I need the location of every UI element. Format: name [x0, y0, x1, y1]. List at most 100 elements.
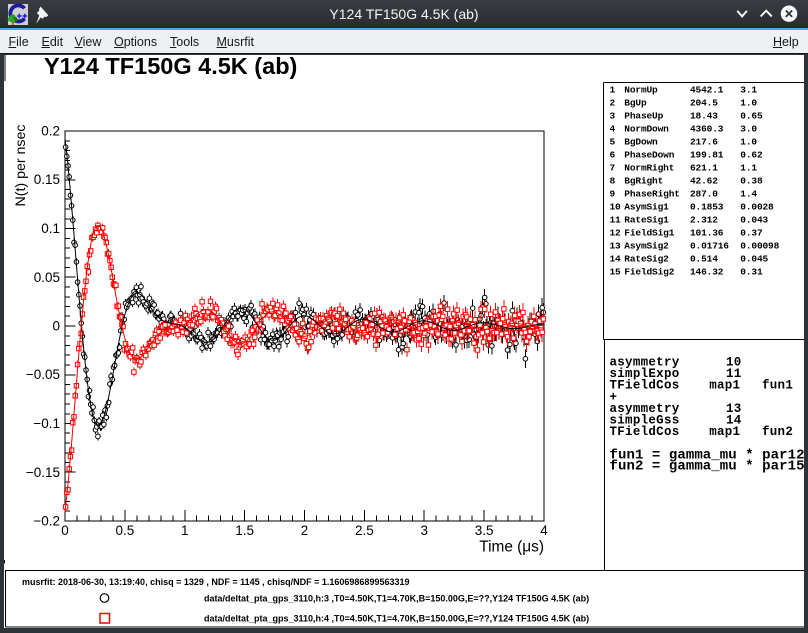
svg-text:fun1 = gamma_mu * par12: fun1 = gamma_mu * par12 — [610, 447, 805, 463]
svg-text:FieldSig1: FieldSig1 — [624, 228, 674, 239]
svg-text:2.312: 2.312 — [690, 215, 718, 226]
svg-text:asymmetry: asymmetry — [610, 402, 680, 416]
svg-text:0: 0 — [61, 523, 69, 538]
svg-text:217.6: 217.6 — [690, 137, 718, 148]
svg-text:1.0: 1.0 — [740, 137, 757, 148]
svg-text:RateSig1: RateSig1 — [624, 215, 669, 226]
svg-text:0.0028: 0.0028 — [740, 202, 774, 213]
svg-text:0.5: 0.5 — [116, 523, 135, 538]
svg-text:7: 7 — [610, 163, 616, 174]
svg-text:0.15: 0.15 — [34, 172, 60, 187]
svg-text:287.0: 287.0 — [690, 189, 718, 200]
svg-text:11: 11 — [610, 215, 622, 226]
svg-text:3.5: 3.5 — [475, 523, 494, 538]
svg-text:PhaseRight: PhaseRight — [624, 189, 680, 200]
svg-text:101.36: 101.36 — [690, 228, 724, 239]
svg-text:PhaseDown: PhaseDown — [624, 150, 674, 161]
svg-text:1: 1 — [181, 523, 189, 538]
svg-text:0.045: 0.045 — [740, 254, 768, 265]
svg-text:simpleGss: simpleGss — [610, 414, 680, 428]
svg-text:−0.15: −0.15 — [26, 465, 60, 480]
svg-text:1.4: 1.4 — [740, 189, 757, 200]
svg-text:1.0: 1.0 — [740, 98, 757, 109]
svg-text:0.514: 0.514 — [690, 254, 718, 265]
svg-text:0.1853: 0.1853 — [690, 202, 724, 213]
svg-text:PhaseUp: PhaseUp — [624, 111, 663, 122]
svg-text:fun2 = gamma_mu * par15: fun2 = gamma_mu * par15 — [610, 459, 805, 475]
svg-text:13: 13 — [726, 402, 742, 416]
svg-text:13: 13 — [610, 241, 622, 252]
svg-text:4542.1: 4542.1 — [690, 85, 724, 96]
svg-text:0.62: 0.62 — [740, 150, 763, 161]
svg-text:−0.1: −0.1 — [33, 416, 60, 431]
svg-text:musrfit: 2018-06-30, 13:19:40,: musrfit: 2018-06-30, 13:19:40, chisq = 1… — [22, 577, 409, 587]
svg-text:AsymSig1: AsymSig1 — [624, 202, 669, 213]
svg-text:TFieldCos: TFieldCos — [610, 425, 680, 439]
svg-text:N(t) per nsec: N(t) per nsec — [13, 125, 29, 207]
svg-text:fun1: fun1 — [762, 379, 793, 393]
svg-text:+: + — [610, 390, 618, 404]
svg-text:15: 15 — [610, 267, 622, 278]
svg-text:0.043: 0.043 — [740, 215, 768, 226]
svg-text:0.31: 0.31 — [740, 267, 763, 278]
svg-text:3: 3 — [420, 523, 428, 538]
svg-text:fun2: fun2 — [762, 425, 793, 439]
svg-text:4360.3: 4360.3 — [690, 124, 724, 135]
svg-text:NormRight: NormRight — [624, 163, 674, 174]
svg-text:0.38: 0.38 — [740, 176, 763, 187]
svg-text:0.00098: 0.00098 — [740, 241, 779, 252]
svg-text:BgDown: BgDown — [624, 137, 658, 148]
svg-text:10: 10 — [726, 356, 742, 370]
svg-text:12: 12 — [610, 228, 622, 239]
svg-text:Time (μs): Time (μs) — [479, 538, 544, 555]
svg-text:NormDown: NormDown — [624, 124, 669, 135]
svg-text:2: 2 — [301, 523, 309, 538]
svg-text:RateSig2: RateSig2 — [624, 254, 669, 265]
svg-text:0.1: 0.1 — [41, 221, 60, 236]
svg-text:0.01716: 0.01716 — [690, 241, 729, 252]
svg-text:204.5: 204.5 — [690, 98, 718, 109]
svg-text:0.05: 0.05 — [34, 270, 60, 285]
svg-text:18.43: 18.43 — [690, 111, 718, 122]
svg-text:14: 14 — [726, 414, 742, 428]
svg-text:FieldSig2: FieldSig2 — [624, 267, 674, 278]
svg-text:621.1: 621.1 — [690, 163, 718, 174]
svg-text:BgRight: BgRight — [624, 176, 663, 187]
svg-text:1: 1 — [610, 85, 616, 96]
svg-text:1.5: 1.5 — [235, 523, 254, 538]
svg-text:simplExpo: simplExpo — [610, 367, 680, 381]
svg-text:2.5: 2.5 — [355, 523, 374, 538]
svg-text:4: 4 — [610, 124, 616, 135]
svg-text:42.62: 42.62 — [690, 176, 718, 187]
svg-text:BgUp: BgUp — [624, 98, 647, 109]
svg-text:10: 10 — [610, 202, 622, 213]
svg-text:3.0: 3.0 — [740, 124, 757, 135]
svg-text:NormUp: NormUp — [624, 85, 658, 96]
svg-text:14: 14 — [610, 254, 622, 265]
svg-text:0.65: 0.65 — [740, 111, 763, 122]
svg-text:0.37: 0.37 — [740, 228, 763, 239]
svg-text:1.1: 1.1 — [740, 163, 757, 174]
svg-text:3.1: 3.1 — [740, 85, 757, 96]
svg-text:11: 11 — [726, 367, 742, 381]
svg-text:0: 0 — [52, 319, 60, 334]
svg-text:Y124 TF150G 4.5K (ab): Y124 TF150G 4.5K (ab) — [44, 54, 297, 79]
svg-text:5: 5 — [610, 137, 616, 148]
svg-text:TFieldCos: TFieldCos — [610, 379, 680, 393]
svg-text:map1: map1 — [709, 379, 740, 393]
svg-text:2: 2 — [610, 98, 616, 109]
svg-text:map1: map1 — [709, 425, 740, 439]
svg-text:−0.2: −0.2 — [33, 514, 60, 529]
svg-text:data/deltat_pta_gps_3110,h:3 ,: data/deltat_pta_gps_3110,h:3 ,T0=4.50K,T… — [204, 594, 589, 604]
svg-text:3: 3 — [610, 111, 616, 122]
svg-text:AsymSig2: AsymSig2 — [624, 241, 669, 252]
svg-text:data/deltat_pta_gps_3110,h:4 ,: data/deltat_pta_gps_3110,h:4 ,T0=4.50K,T… — [204, 614, 589, 624]
svg-text:199.81: 199.81 — [690, 150, 724, 161]
svg-text:asymmetry: asymmetry — [610, 356, 680, 370]
svg-text:146.32: 146.32 — [690, 267, 724, 278]
svg-text:9: 9 — [610, 189, 616, 200]
svg-text:6: 6 — [610, 150, 616, 161]
svg-text:8: 8 — [610, 176, 616, 187]
svg-text:0.2: 0.2 — [41, 124, 60, 139]
svg-text:4: 4 — [540, 523, 548, 538]
